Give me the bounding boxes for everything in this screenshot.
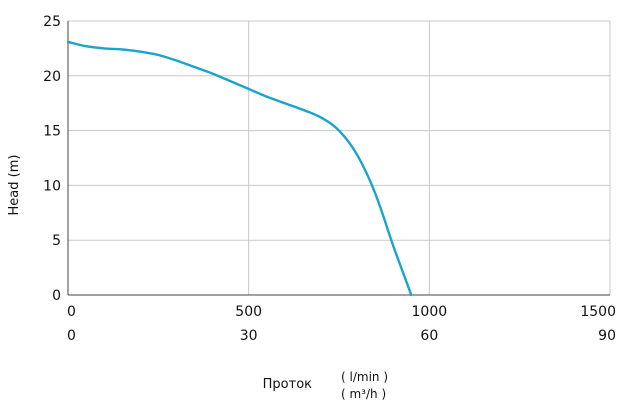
series-line-0 (66, 40, 413, 297)
y-tick-label-1: 5 (52, 233, 61, 249)
x-tick-label-2: 1000 (412, 304, 448, 320)
x2-tick-label-2: 60 (420, 328, 438, 344)
y-tick-label-2: 10 (43, 178, 61, 194)
x-tick-labels: 0 500 1000 1500 (67, 304, 616, 320)
y-tick-label-0: 0 (52, 288, 61, 304)
x-tick-label-0: 0 (67, 304, 76, 320)
axes (67, 21, 610, 296)
x-tick-label-3: 1500 (580, 304, 616, 320)
x2-tick-label-3: 90 (598, 328, 616, 344)
x-tick-label-1: 500 (235, 304, 262, 320)
y-tick-label-4: 20 (43, 69, 61, 85)
x2-tick-labels: 0 30 60 90 (67, 328, 616, 344)
y-tick-label-3: 15 (43, 124, 61, 140)
x2-tick-label-1: 30 (240, 328, 258, 344)
y-axis-label: Head (m) (7, 155, 22, 216)
x-axis-label: Проток (263, 377, 313, 392)
gridlines (67, 20, 611, 296)
x-axis-units-top: ( l/min ) (341, 370, 388, 384)
y-tick-labels: 0 5 10 15 20 25 (43, 14, 61, 304)
series-group (66, 40, 413, 297)
x2-tick-label-0: 0 (67, 328, 76, 344)
x-axis-units-bottom: ( m³/h ) (341, 387, 386, 401)
y-tick-label-5: 25 (43, 14, 61, 30)
